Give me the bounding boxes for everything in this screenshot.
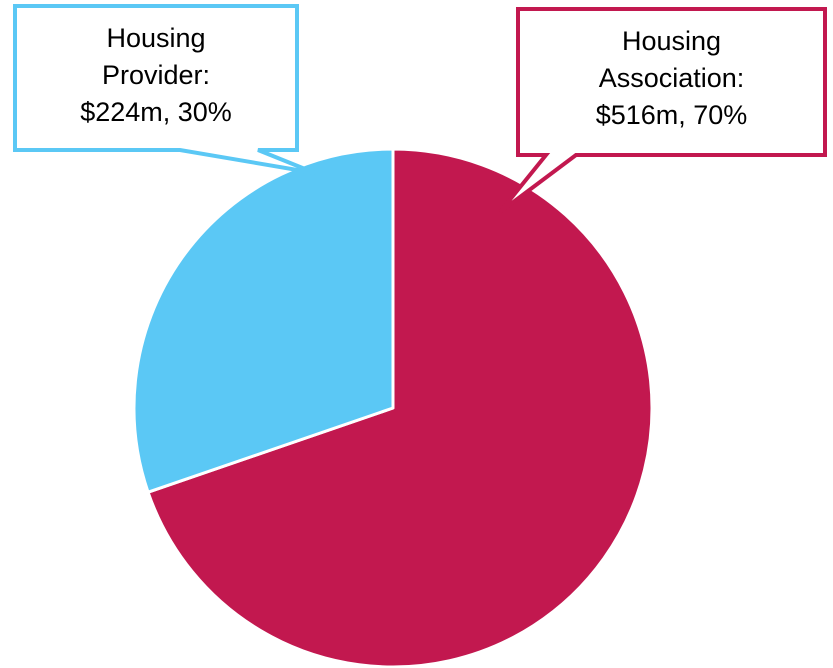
category-label: Housing Provider: bbox=[101, 23, 211, 90]
pie-slice bbox=[146, 147, 654, 668]
callout-box bbox=[13, 4, 316, 175]
category-label: Housing Association: bbox=[598, 26, 745, 93]
pie-slice bbox=[132, 147, 395, 494]
value-label: $516m, 70% bbox=[595, 100, 748, 130]
data-label: Housing Association: $516m, 70% bbox=[520, 23, 823, 134]
value-label: $224m, 30% bbox=[80, 97, 232, 127]
data-label: Housing Provider: $224m, 30% bbox=[17, 20, 295, 131]
slices bbox=[132, 147, 654, 668]
callout-box bbox=[498, 7, 827, 214]
